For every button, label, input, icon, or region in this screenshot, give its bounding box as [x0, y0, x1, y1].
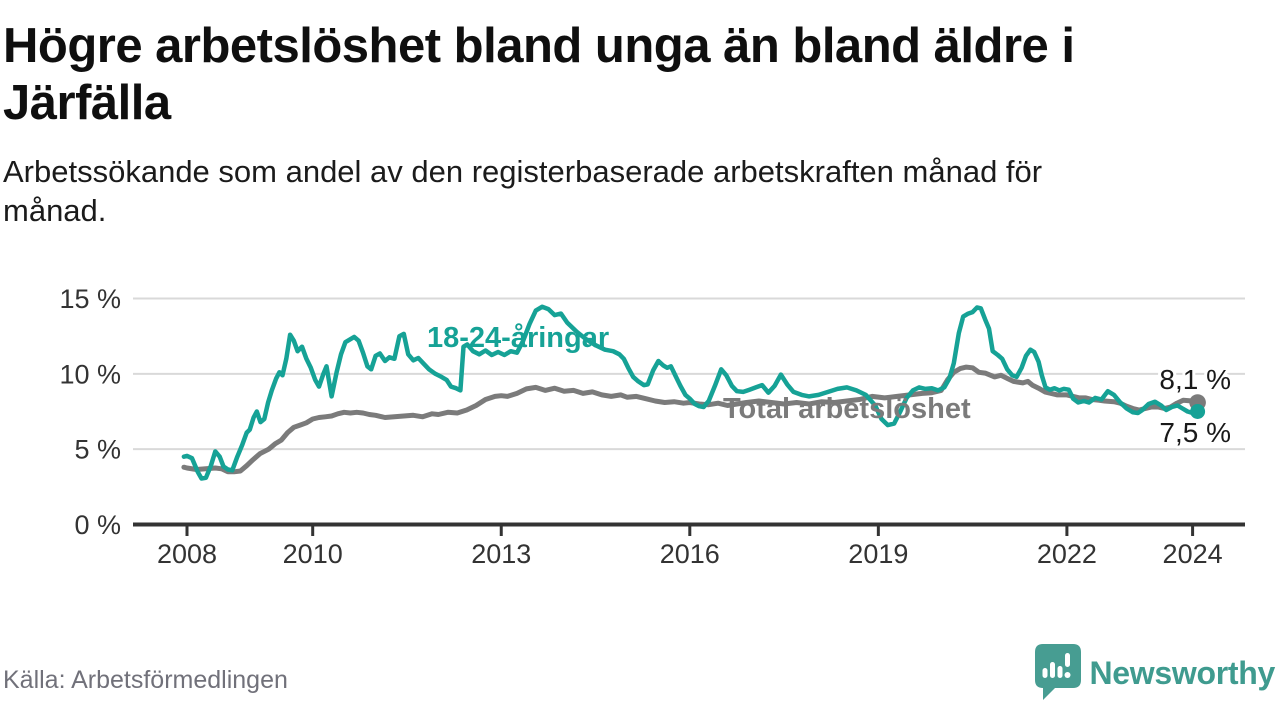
newsworthy-logo-icon: [1034, 644, 1081, 700]
newsworthy-brand: Newsworthy: [1034, 644, 1276, 702]
x-axis-tick-label: 2022: [1037, 539, 1097, 569]
y-axis-label: 5 %: [74, 435, 121, 465]
y-axis-label: 15 %: [59, 284, 121, 314]
x-axis-ticks: 2008 2010 2013 2016 2019 2022 2024: [157, 524, 1223, 569]
logo-bar-2: [1049, 662, 1055, 678]
x-axis-tick-label: 2019: [848, 539, 908, 569]
youth-unemployment-line: [181, 304, 1200, 481]
x-axis-tick-label: 2016: [660, 539, 720, 569]
source-note: Källa: Arbetsförmedlingen: [3, 666, 288, 694]
total-end-value-label: 8,1 %: [1159, 364, 1231, 395]
total-series-label: Total arbetslöshet: [723, 393, 971, 425]
y-axis-label: 0 %: [74, 510, 121, 540]
newsworthy-wordmark: Newsworthy: [1089, 654, 1276, 691]
y-axis-label: 10 %: [59, 359, 121, 389]
chart-title: Högre arbetslöshet bland unga än bland ä…: [3, 19, 1075, 130]
x-axis-tick-label: 2008: [157, 539, 217, 569]
x-axis-tick-label: 2024: [1163, 539, 1223, 569]
logo-exclamation-dot: [1064, 672, 1070, 678]
x-axis-tick-label: 2013: [471, 539, 531, 569]
logo-exclamation-bar: [1064, 653, 1070, 667]
youth-line-end-dot: [1190, 404, 1206, 419]
youth-series-label: 18-24-åringar: [427, 322, 609, 354]
logo-bar-3: [1057, 666, 1062, 678]
x-axis-tick-label: 2010: [283, 539, 343, 569]
logo-bar-1: [1042, 668, 1047, 678]
gridlines-and-y-labels: 0 % 5 % 10 % 15 %: [59, 284, 1245, 540]
total-unemployment-line: [181, 364, 1201, 475]
youth-end-value-label: 7,5 %: [1159, 417, 1231, 448]
chart-subtitle: Arbetssökande som andel av den registerb…: [3, 154, 1043, 228]
chart-header: Högre arbetslöshet bland unga än bland ä…: [3, 18, 1193, 230]
